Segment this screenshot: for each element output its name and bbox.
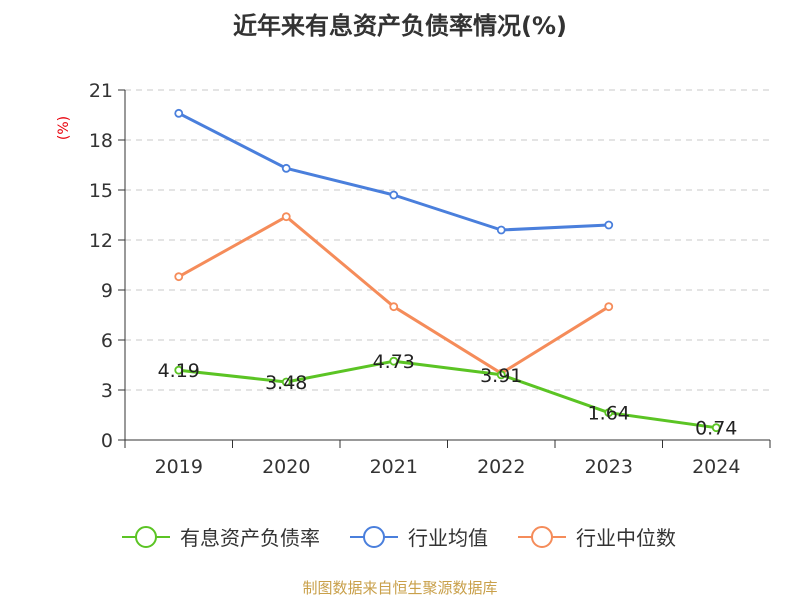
x-tick-label: 2021 — [370, 456, 418, 478]
data-point — [389, 356, 399, 366]
legend-marker — [135, 526, 157, 548]
data-point — [389, 190, 399, 200]
legend-item-1[interactable]: 行业均值 — [350, 526, 488, 550]
x-tick-label: 2020 — [262, 456, 310, 478]
y-tick-label: 18 — [89, 130, 113, 152]
data-label: 4.73 — [373, 351, 415, 373]
data-label: 0.74 — [695, 418, 737, 440]
data-label: 1.64 — [588, 403, 630, 425]
legend-item-2[interactable]: 行业中位数 — [518, 526, 676, 550]
data-point — [174, 272, 184, 282]
data-point — [604, 408, 614, 418]
data-point — [604, 220, 614, 230]
data-point — [389, 302, 399, 312]
source-note: 制图数据来自恒生聚源数据库 — [302, 579, 497, 597]
data-point — [174, 108, 184, 118]
series-line-0 — [178, 359, 717, 430]
legend-label: 有息资产负债率 — [180, 526, 320, 550]
x-tick-label: 2023 — [585, 456, 633, 478]
data-point — [496, 370, 506, 380]
y-tick-label: 9 — [101, 280, 113, 302]
y-tick-label: 15 — [89, 180, 113, 202]
x-tick-label: 2024 — [692, 456, 740, 478]
axes: 0 3 6 9 12 15 18 21 2019 2020 2021 2022 2023 2024 — [89, 80, 771, 478]
x-tick-label: 2022 — [477, 456, 525, 478]
y-tick-label: 12 — [89, 230, 113, 252]
x-tick-label: 2019 — [155, 456, 203, 478]
data-point — [711, 423, 721, 433]
y-tick-label: 6 — [101, 330, 113, 352]
legend-label: 行业中位数 — [576, 526, 676, 550]
data-label: 3.48 — [265, 372, 307, 394]
data-label: 3.91 — [480, 365, 522, 387]
data-point — [281, 163, 291, 173]
y-tick-label: 0 — [101, 430, 113, 452]
data-labels: 4.19 3.48 4.73 3.91 1.64 0.74 — [158, 351, 738, 440]
series-line-1 — [178, 111, 609, 232]
legend-marker — [531, 526, 553, 548]
legend[interactable]: 有息资产负债率 行业均值 行业中位数 — [122, 526, 676, 550]
data-point — [604, 302, 614, 312]
legend-label: 行业均值 — [408, 526, 488, 550]
data-label: 4.19 — [158, 360, 200, 382]
y-tick-label: 3 — [101, 380, 113, 402]
chart-title: 近年来有息资产负债率情况(%) — [233, 12, 567, 40]
y-tick-label: 21 — [89, 80, 113, 102]
legend-marker — [363, 526, 385, 548]
legend-item-0[interactable]: 有息资产负债率 — [122, 526, 320, 550]
data-point — [496, 225, 506, 235]
y-axis-unit-label: (%) — [56, 116, 72, 140]
data-point — [281, 212, 291, 222]
data-point — [174, 365, 184, 375]
series-layer — [174, 108, 721, 433]
data-point — [281, 377, 291, 387]
